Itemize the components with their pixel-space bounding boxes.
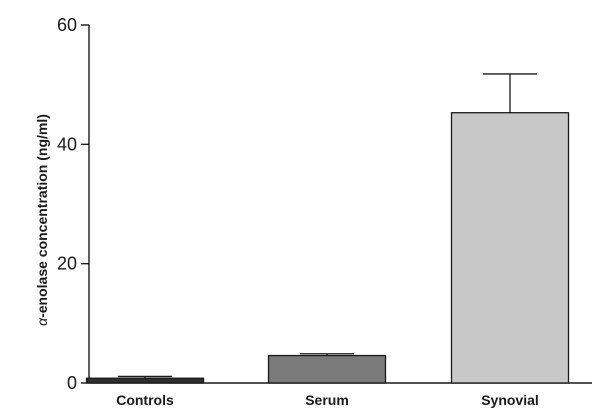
y-ticks: 0 20 40 60: [57, 15, 89, 393]
y-axis-title-text: -enolase concentration (ng/ml): [34, 114, 50, 318]
bar-controls: [85, 377, 205, 384]
y-axis: 0 20 40 60: [57, 15, 90, 393]
y-axis-title: α-enolase concentration (ng/ml): [34, 114, 50, 326]
x-tick-label-controls: Controls: [116, 392, 174, 408]
y-tick-label: 40: [57, 134, 77, 154]
y-tick-label: 0: [67, 373, 77, 393]
y-tick-label: 20: [57, 254, 77, 274]
bar-serum: [267, 354, 387, 384]
x-tick-label-synovial: Synovial: [481, 392, 539, 408]
error-bars: [118, 73, 537, 379]
x-tick-label-serum: Serum: [305, 392, 349, 408]
category-labels: Controls Serum Synovial: [116, 392, 539, 408]
y-tick-label: 60: [57, 15, 77, 35]
y-axis-title-symbol: α: [34, 317, 50, 326]
bar-synovial: [450, 112, 570, 384]
bars: [85, 112, 570, 384]
